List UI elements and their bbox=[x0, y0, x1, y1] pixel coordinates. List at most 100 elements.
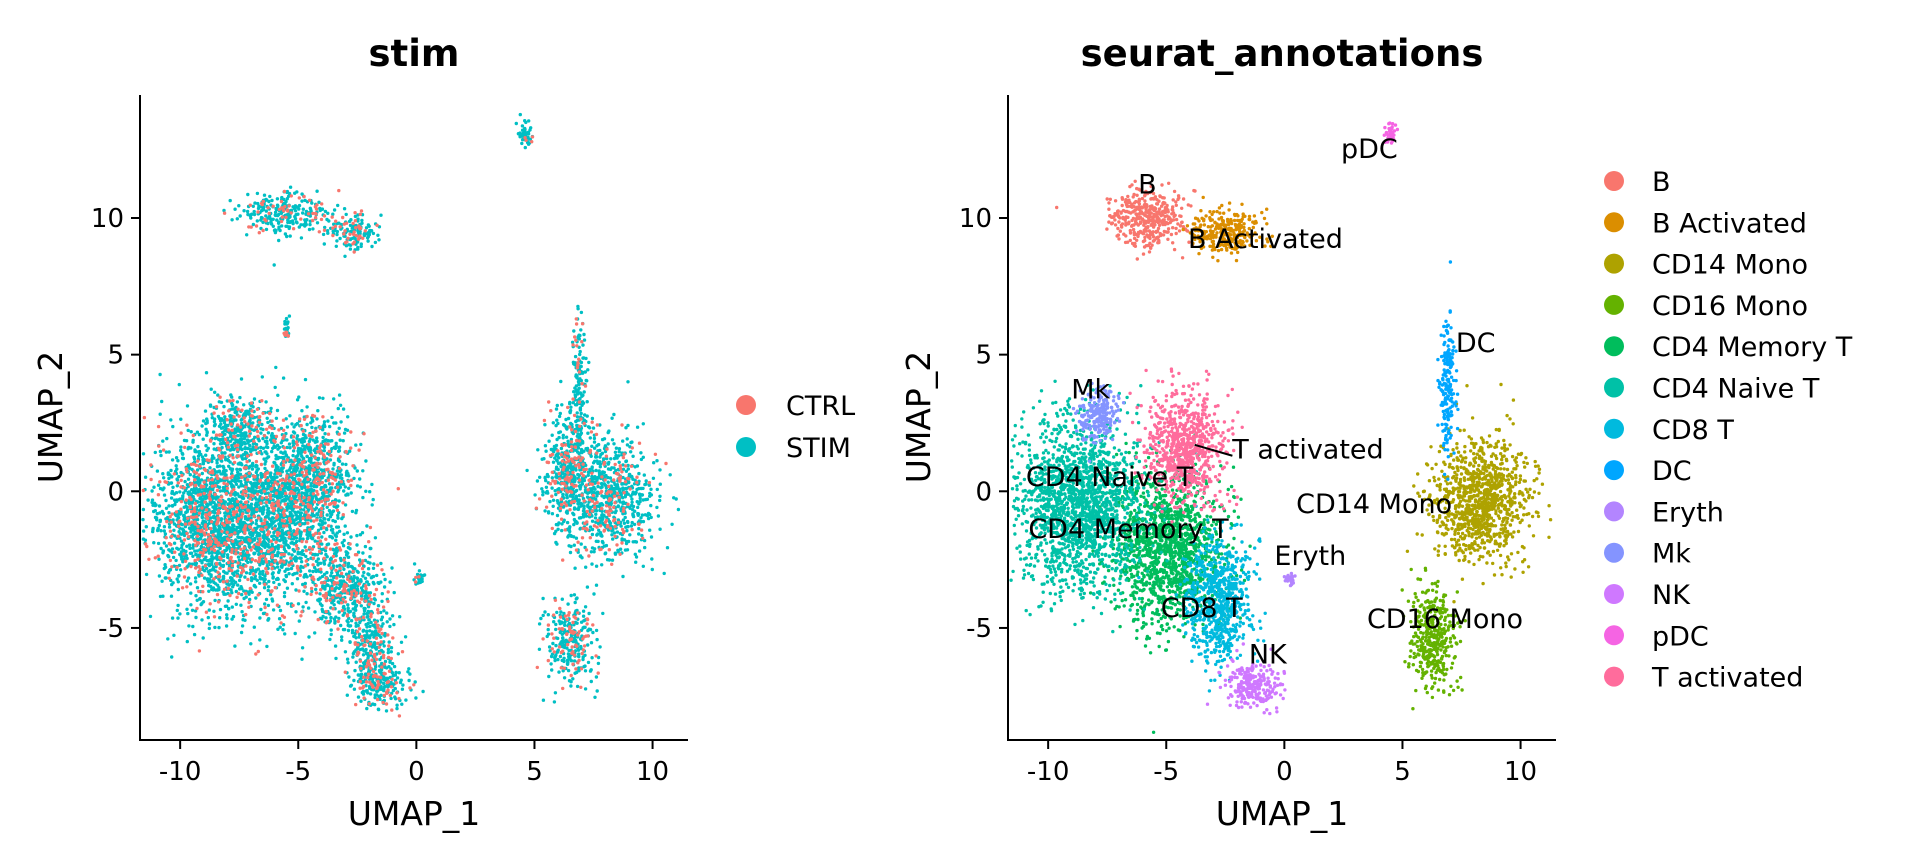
data-point bbox=[259, 471, 263, 476]
data-point bbox=[174, 558, 178, 563]
data-point bbox=[269, 222, 274, 226]
data-point bbox=[334, 656, 338, 661]
data-point bbox=[239, 377, 244, 381]
data-point bbox=[223, 500, 227, 504]
data-point bbox=[617, 447, 622, 451]
data-point bbox=[153, 450, 157, 455]
data-point bbox=[379, 693, 383, 697]
data-point bbox=[160, 399, 164, 404]
data-point bbox=[178, 612, 182, 616]
data-point bbox=[359, 244, 363, 249]
data-point bbox=[295, 571, 299, 575]
data-point bbox=[268, 517, 273, 521]
data-point bbox=[193, 576, 198, 580]
data-point bbox=[157, 557, 161, 561]
data-point bbox=[201, 600, 206, 604]
data-point bbox=[351, 601, 355, 606]
data-point bbox=[295, 577, 300, 581]
data-point bbox=[206, 446, 210, 450]
data-point bbox=[288, 234, 292, 238]
data-point bbox=[179, 539, 184, 543]
data-point bbox=[314, 587, 318, 592]
data-point bbox=[189, 430, 193, 434]
data-point bbox=[177, 574, 181, 578]
data-point bbox=[219, 422, 223, 426]
data-point bbox=[520, 141, 524, 146]
data-point bbox=[217, 469, 221, 474]
data-point bbox=[648, 528, 652, 532]
data-point bbox=[242, 433, 246, 437]
data-point bbox=[169, 481, 174, 485]
data-point bbox=[352, 613, 356, 618]
data-point bbox=[319, 561, 323, 565]
data-point bbox=[244, 481, 248, 485]
data-point bbox=[353, 634, 357, 638]
data-point bbox=[252, 209, 256, 214]
data-point bbox=[335, 469, 340, 473]
data-point bbox=[185, 404, 190, 408]
data-point bbox=[190, 501, 194, 505]
data-point bbox=[200, 521, 205, 525]
data-point bbox=[237, 485, 241, 489]
data-point bbox=[638, 499, 642, 504]
data-point bbox=[388, 580, 392, 584]
data-point bbox=[313, 447, 317, 451]
data-point bbox=[194, 594, 198, 598]
data-point bbox=[379, 618, 384, 622]
data-point bbox=[193, 561, 197, 566]
data-point bbox=[240, 496, 244, 500]
data-point bbox=[326, 419, 330, 423]
data-point bbox=[270, 599, 275, 603]
data-point bbox=[164, 576, 168, 580]
data-point bbox=[392, 590, 396, 595]
data-point bbox=[326, 517, 331, 522]
data-point bbox=[207, 608, 211, 612]
data-point bbox=[292, 431, 297, 435]
data-point bbox=[212, 510, 216, 514]
data-point bbox=[288, 414, 292, 418]
data-point bbox=[249, 216, 253, 220]
data-point bbox=[141, 517, 145, 522]
data-point bbox=[624, 426, 628, 430]
data-point bbox=[368, 692, 373, 696]
data-point bbox=[379, 561, 383, 566]
data-point bbox=[200, 618, 204, 622]
data-point bbox=[379, 213, 383, 217]
data-point bbox=[346, 661, 350, 665]
data-point bbox=[350, 628, 355, 633]
data-point bbox=[251, 222, 256, 227]
data-point bbox=[179, 417, 183, 421]
data-point bbox=[303, 581, 307, 586]
data-point bbox=[335, 239, 339, 243]
data-point bbox=[610, 438, 615, 442]
data-point bbox=[304, 488, 308, 492]
data-point bbox=[295, 488, 299, 492]
data-point bbox=[258, 507, 263, 512]
data-point bbox=[613, 551, 617, 555]
data-point bbox=[212, 442, 216, 446]
data-point bbox=[338, 563, 342, 568]
data-point bbox=[287, 216, 291, 220]
data-point bbox=[223, 571, 228, 575]
data-point bbox=[211, 430, 216, 434]
data-point bbox=[338, 476, 342, 480]
data-point bbox=[230, 605, 234, 609]
data-point bbox=[307, 471, 312, 476]
data-point bbox=[199, 602, 203, 607]
data-point bbox=[296, 510, 300, 514]
data-point bbox=[334, 441, 338, 445]
data-point bbox=[222, 471, 227, 476]
data-point bbox=[318, 523, 322, 527]
data-point bbox=[315, 221, 320, 225]
data-point bbox=[314, 484, 318, 489]
data-point bbox=[602, 544, 607, 548]
data-point bbox=[205, 421, 209, 425]
data-point bbox=[336, 203, 340, 208]
data-point bbox=[250, 590, 254, 594]
data-point bbox=[193, 549, 197, 553]
data-point bbox=[388, 617, 392, 621]
data-point bbox=[356, 245, 360, 250]
data-point bbox=[325, 513, 329, 517]
data-point bbox=[285, 425, 290, 429]
data-point bbox=[287, 314, 292, 318]
